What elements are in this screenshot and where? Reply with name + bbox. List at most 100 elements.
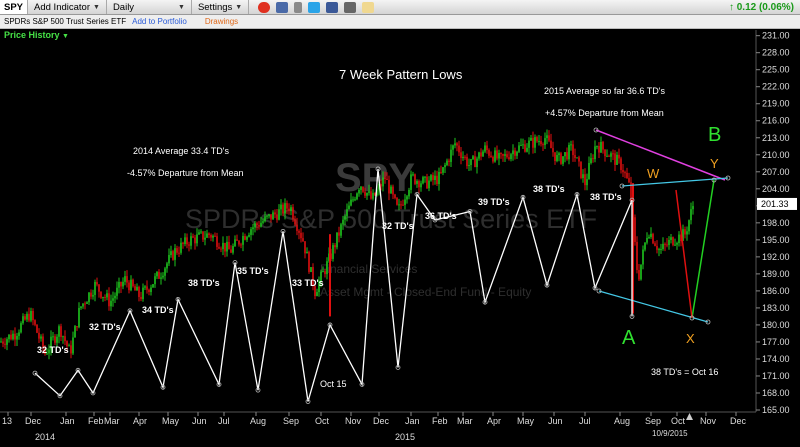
- price-candle: [244, 236, 246, 240]
- cycle-line: [34, 168, 633, 402]
- drawings-link[interactable]: Drawings: [204, 17, 239, 26]
- x-tick-label: Apr: [133, 416, 147, 426]
- pivot-point: [711, 177, 717, 183]
- y-tick-label: 201.00: [762, 201, 790, 211]
- price-candle: [576, 157, 578, 159]
- price-candle: [438, 171, 440, 185]
- cycle-label: 33 TD's: [292, 278, 324, 288]
- price-candle: [164, 268, 166, 276]
- add-to-portfolio-link[interactable]: Add to Portfolio: [132, 17, 187, 26]
- price-candle: [260, 222, 262, 227]
- price-candle: [322, 271, 324, 273]
- note-icon[interactable]: [362, 1, 375, 13]
- price-candle: [252, 227, 254, 230]
- price-candle: [622, 170, 624, 173]
- cycle-label: 32 TD's: [37, 345, 69, 355]
- facebook-icon[interactable]: [326, 1, 339, 13]
- ticker-input[interactable]: SPY: [0, 0, 29, 14]
- price-candle: [50, 336, 52, 350]
- price-candle: [688, 220, 690, 232]
- cycle-label: 34 TD's: [142, 305, 174, 315]
- price-candle: [194, 237, 196, 244]
- year-label: 2014: [35, 432, 55, 442]
- price-change-value: 0.12 (0.06%): [736, 1, 794, 13]
- price-candle: [470, 159, 472, 166]
- price-candle: [650, 233, 652, 237]
- price-candle: [128, 282, 130, 291]
- cycle-point: [75, 367, 81, 373]
- price-candle: [26, 313, 28, 320]
- price-candle: [288, 208, 290, 211]
- x-axis: 13 Dec Jan Feb Mar Apr May Jun Jul Aug Sep Oct Nov De…: [0, 411, 756, 442]
- price-candle: [14, 333, 16, 340]
- price-candle: [366, 192, 368, 196]
- x-tick-label: Oct: [315, 416, 330, 426]
- price-candle: [402, 204, 404, 206]
- price-candle: [200, 231, 202, 233]
- price-history-menu[interactable]: Price History ▼: [4, 30, 69, 40]
- price-candle: [206, 233, 208, 238]
- price-candle: [426, 176, 428, 189]
- period-select[interactable]: Daily ▼: [107, 0, 192, 14]
- year-label: 2015: [395, 432, 415, 442]
- price-candle: [324, 271, 326, 275]
- x-tick-label: Jul: [218, 416, 230, 426]
- price-candle: [106, 293, 108, 298]
- pivot-point: [593, 127, 599, 133]
- twitter-icon[interactable]: [308, 1, 321, 13]
- price-candle: [262, 221, 264, 223]
- price-candle: [2, 341, 4, 344]
- settings-button[interactable]: Settings ▼: [192, 0, 250, 14]
- cycle-point: [280, 228, 286, 234]
- phone-icon[interactable]: [294, 1, 303, 13]
- camera-icon[interactable]: [344, 1, 357, 13]
- x-tick-label: Oct: [671, 416, 686, 426]
- price-candle: [210, 234, 212, 238]
- price-candle: [170, 251, 172, 256]
- price-candle: [264, 216, 266, 222]
- chevron-down-icon: ▼: [62, 33, 69, 40]
- x-tick-label: Sep: [283, 416, 299, 426]
- current-date-label: 10/9/2015: [652, 429, 688, 438]
- pivot-point: [619, 183, 625, 189]
- price-candle: [232, 246, 234, 253]
- cycle-label: 32 TD's: [89, 322, 121, 332]
- price-candle: [682, 229, 684, 241]
- price-candle: [592, 158, 594, 160]
- y-tick-label: 165.00: [762, 405, 790, 415]
- cycle-label: 32 TD's: [382, 221, 414, 231]
- price-candle: [42, 336, 44, 349]
- price-candle: [450, 149, 452, 162]
- price-candle: [332, 245, 334, 259]
- cycle-point: [482, 299, 488, 305]
- price-candle: [512, 150, 514, 155]
- save-icon[interactable]: [276, 1, 289, 13]
- price-candle: [604, 149, 606, 157]
- price-candle: [348, 205, 350, 210]
- cycle-label: 38 TD's: [590, 192, 622, 202]
- price-candle: [118, 281, 120, 288]
- price-candle: [416, 181, 418, 184]
- price-candle: [358, 189, 360, 194]
- price-candle: [680, 234, 682, 241]
- alarm-clock-icon[interactable]: [258, 1, 271, 13]
- y-tick-label: 213.00: [762, 133, 790, 143]
- price-candle: [484, 145, 486, 152]
- add-indicator-button[interactable]: Add Indicator ▼: [28, 0, 107, 14]
- price-candle: [360, 186, 362, 190]
- departure-2015-note: +4.57% Departure from Mean: [545, 108, 664, 118]
- price-candle: [134, 286, 136, 291]
- price-candle: [642, 249, 644, 265]
- price-candle: [564, 152, 566, 157]
- cycle-point: [520, 194, 526, 200]
- price-candle: [530, 137, 532, 141]
- y-tick-label: 225.00: [762, 65, 790, 75]
- price-candle: [104, 296, 106, 298]
- upper-channel-line: [621, 177, 729, 187]
- cycle-point: [327, 322, 333, 328]
- price-candle: [62, 336, 64, 338]
- y-tick-label: 171.00: [762, 371, 790, 381]
- price-candle: [492, 156, 494, 162]
- price-candle: [628, 178, 630, 183]
